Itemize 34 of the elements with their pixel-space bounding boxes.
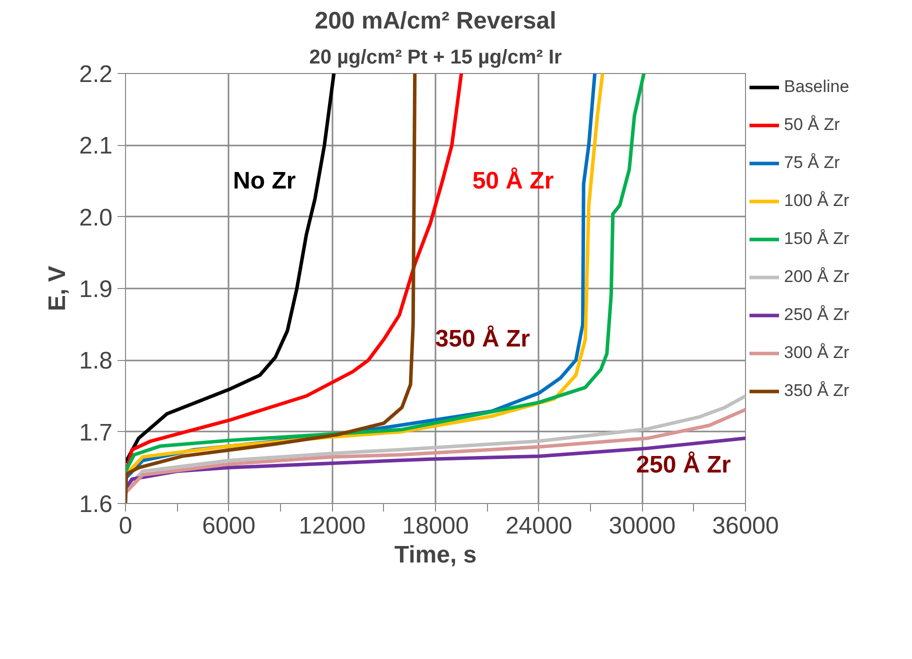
annotation: 50 Å Zr [472,166,554,194]
x-tick-label: 0 [118,512,132,540]
annotation: 350 Å Zr [435,324,530,352]
x-tick-label: 24000 [505,512,572,540]
y-tick-label: 1.8 [79,348,113,375]
legend-label: 350 Å Zr [784,381,850,401]
x-tick-label: 12000 [298,512,366,540]
line-series [126,436,746,490]
x-tick-label: 30000 [608,512,676,540]
y-tick-label: 2.1 [79,132,113,160]
x-tick-label: 36000 [712,512,779,540]
y-tick-label: 1.9 [79,276,113,303]
legend-label: Baseline [784,77,850,97]
legend-label: 50 Å Zr [784,115,840,135]
y-tick-label: 1.6 [79,491,113,518]
annotation: 250 Å Zr [636,450,731,478]
chart-title: 200 mA/cm² Reversal [314,8,556,34]
y-tick-label: 2.0 [79,204,113,232]
legend-label: 300 Å Zr [784,343,850,363]
legend-label: 200 Å Zr [784,267,850,287]
legend-label: 150 Å Zr [784,229,850,249]
y-tick-label: 2.2 [79,61,113,88]
line-series [126,74,336,464]
legend-label: 100 Å Zr [784,191,850,211]
x-tick-label: 18000 [402,512,469,540]
x-axis-title: Time, s [394,542,477,568]
legend-label: 75 Å Zr [784,153,840,173]
y-axis-title: E, V [44,266,72,312]
x-tick-label: 6000 [202,512,256,540]
legend-label: 250 Å Zr [784,305,850,325]
line-series [126,408,746,494]
y-tick-label: 1.7 [79,419,113,446]
annotation: No Zr [233,168,296,194]
chart-subtitle: 20 µg/cm² Pt + 15 µg/cm² Ir [309,46,562,68]
